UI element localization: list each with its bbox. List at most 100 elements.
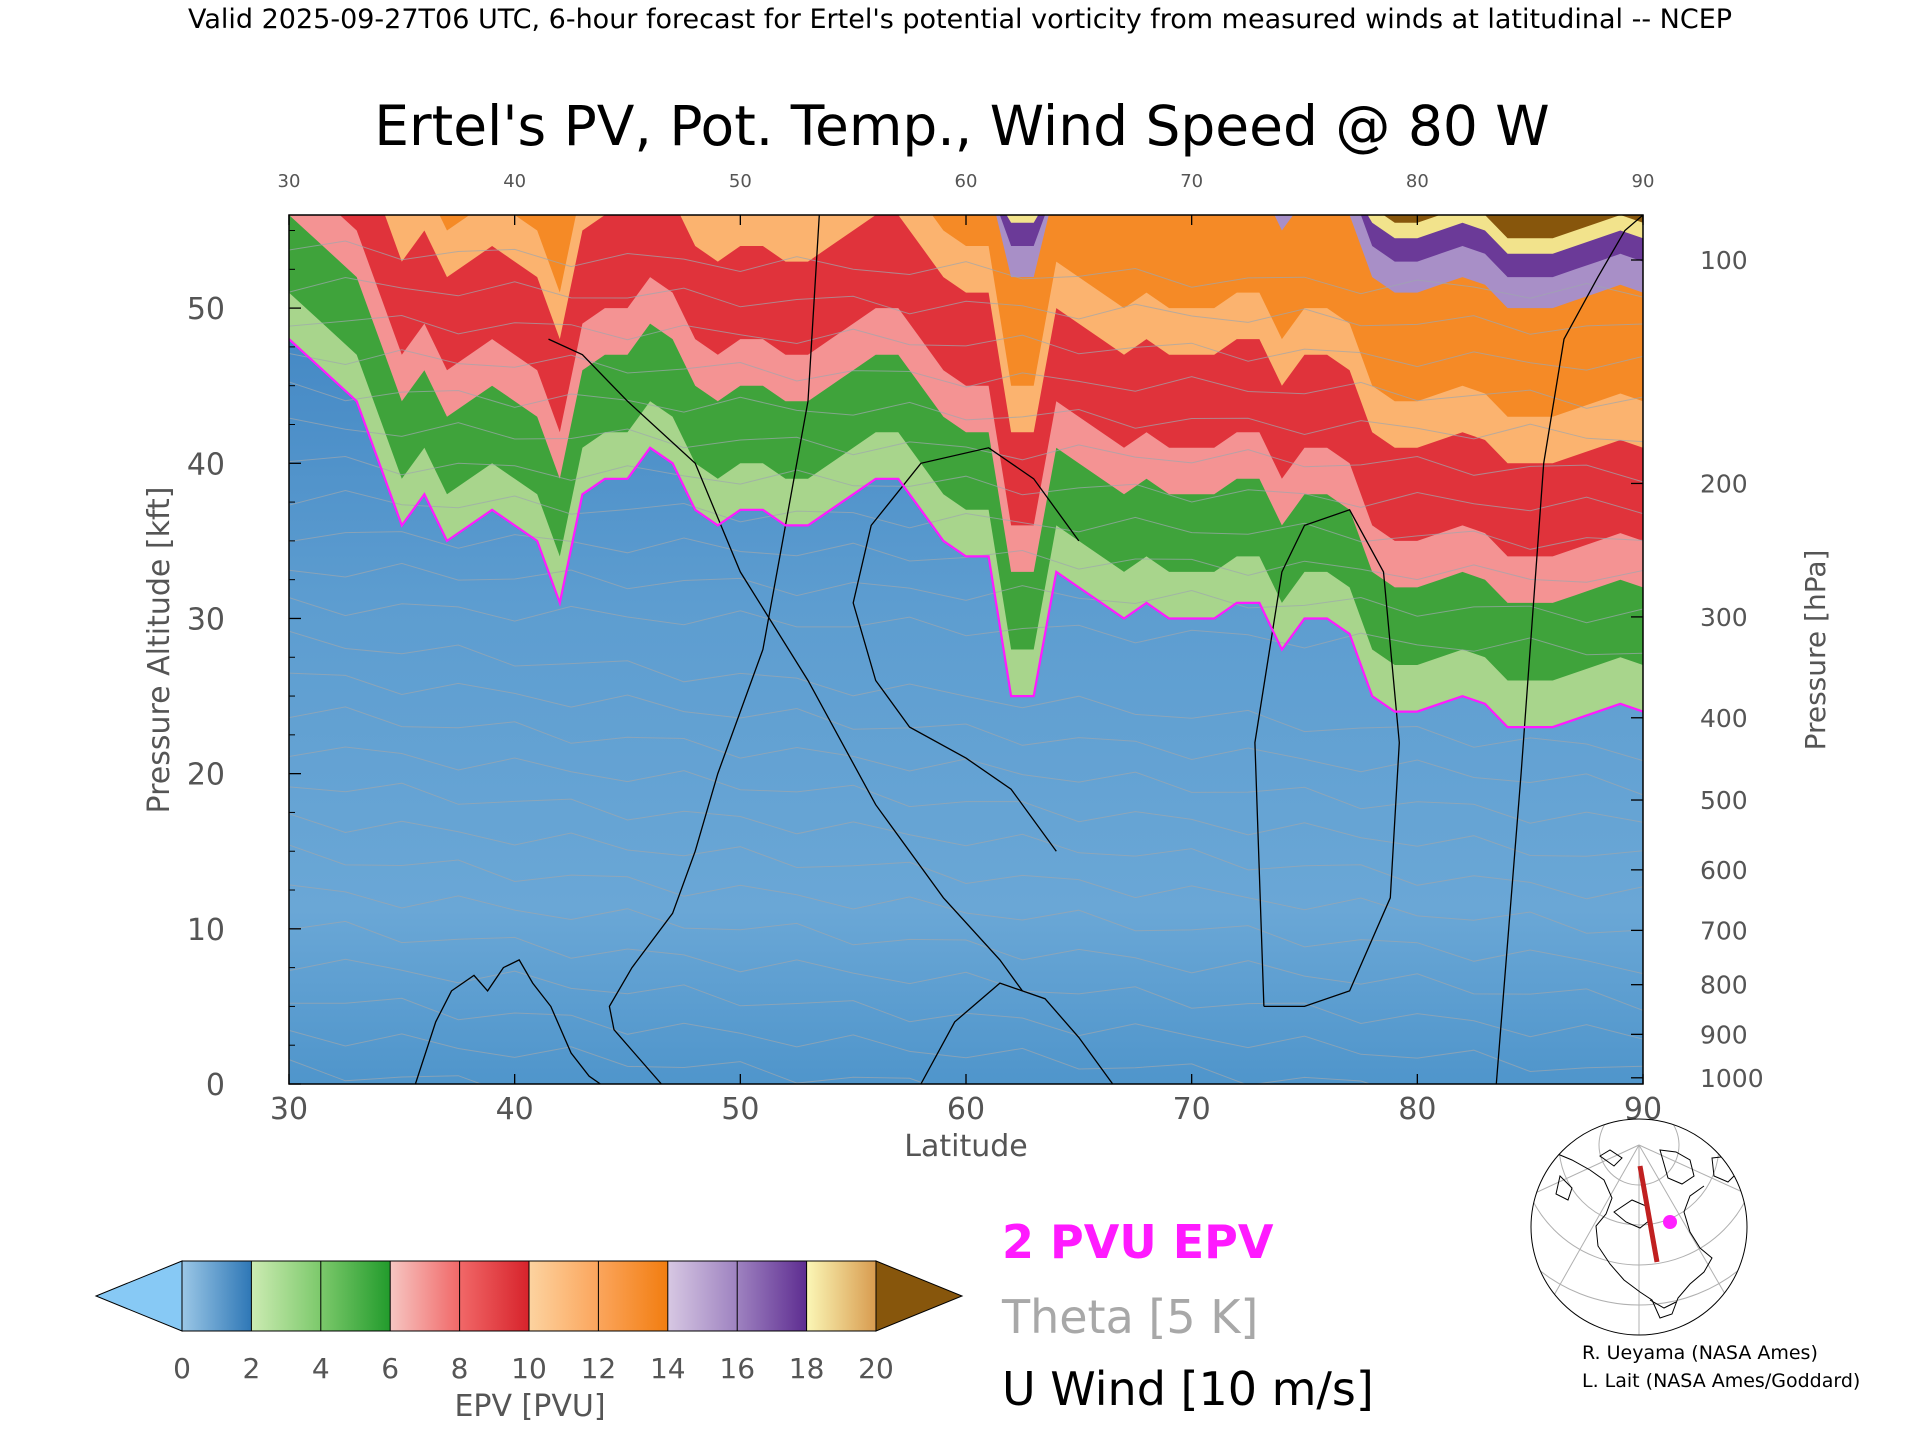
band-12-14 xyxy=(401,215,1643,417)
theta-contour xyxy=(289,920,1643,1040)
header-valid-line: Valid 2025-09-27T06 UTC, 6-hour forecast… xyxy=(188,4,1732,35)
wind-contour xyxy=(852,447,1080,852)
chart-title: Ertel's PV, Pot. Temp., Wind Speed @ 80 … xyxy=(374,94,1549,158)
y-tick-label-left: 30 xyxy=(187,602,225,637)
y-tick-label-right: 500 xyxy=(1700,786,1748,815)
colorbar-tick-label: 20 xyxy=(858,1352,894,1385)
y-tick-label-left: 10 xyxy=(187,913,225,948)
theta-contour xyxy=(289,706,1643,824)
credit-line-2: L. Lait (NASA Ames/Goddard) xyxy=(1582,1370,1860,1392)
x-tick-label-top: 50 xyxy=(729,171,752,192)
colorbar-bin xyxy=(806,1261,876,1331)
theta-contour xyxy=(289,782,1643,900)
colorbar-label: EPV [PVU] xyxy=(454,1389,605,1424)
colorbar-bin xyxy=(390,1261,460,1331)
colorbar-tick-label: 10 xyxy=(511,1352,547,1385)
y-tick-label-left: 40 xyxy=(187,447,225,482)
x-tick-label-top: 40 xyxy=(503,171,526,192)
colorbar-extend-low xyxy=(94,1260,183,1332)
wind-contour xyxy=(1495,215,1643,1084)
y-tick-label-left: 50 xyxy=(187,292,225,327)
theta-contour xyxy=(289,844,1643,975)
theta-contour xyxy=(289,958,1643,1073)
colorbar-tick-label: 16 xyxy=(719,1352,755,1385)
band-16-18 xyxy=(999,215,1643,278)
inset-map xyxy=(1530,1118,1748,1336)
colorbar-tick-label: 18 xyxy=(789,1352,825,1385)
colorbar-bin xyxy=(598,1261,668,1331)
x-axis-label: Latitude xyxy=(904,1129,1027,1164)
y-tick-label-right: 700 xyxy=(1700,916,1748,945)
y-axis-label-left: Pressure Altitude [kft] xyxy=(142,487,177,814)
pv2-contour-line xyxy=(289,338,1643,729)
location-marker xyxy=(1663,1215,1677,1229)
y-tick-label-right: 900 xyxy=(1700,1020,1748,1049)
axes: 30 40 50 60 70 80 90 30 40 50 60 70 80 900 10 20 30 40 50 1… xyxy=(187,171,1764,1127)
theta-contour xyxy=(289,884,1643,1011)
colorbar-tick-label: 0 xyxy=(173,1352,191,1385)
theta-contour xyxy=(289,381,1643,443)
colorbar-bin xyxy=(529,1261,599,1331)
theta-contour xyxy=(289,997,1372,1084)
colorbar-tick-label: 12 xyxy=(581,1352,617,1385)
theta-contour xyxy=(289,314,1643,371)
theta-contour xyxy=(289,276,1643,335)
theta-contour xyxy=(289,455,1643,515)
legend-wind: U Wind [10 m/s] xyxy=(1002,1362,1374,1416)
theta-contour xyxy=(289,597,1643,656)
colorbar-bin xyxy=(251,1261,321,1331)
colorbar-bin xyxy=(320,1261,391,1331)
theta-contour xyxy=(289,813,1643,934)
y-tick-label-right: 1000 xyxy=(1700,1064,1764,1093)
theta-contour xyxy=(289,417,1643,483)
x-tick-label: 60 xyxy=(947,1092,985,1127)
theta-contour xyxy=(289,746,1643,857)
legend-theta: Theta [5 K] xyxy=(1001,1290,1258,1344)
y-tick-label-left: 0 xyxy=(206,1068,225,1103)
credit-line-1: R. Ueyama (NASA Ames) xyxy=(1582,1342,1818,1364)
y-tick-label-right: 200 xyxy=(1700,469,1748,498)
y-tick-label-left: 20 xyxy=(187,758,225,793)
x-tick-label-top: 60 xyxy=(955,171,978,192)
wind-contour xyxy=(414,959,601,1084)
colorbar-tick-label: 6 xyxy=(381,1352,399,1385)
wind-contour xyxy=(920,982,1114,1084)
y-tick-label-right: 300 xyxy=(1700,603,1748,632)
theta-contour xyxy=(289,349,1643,409)
y-tick-label-right: 800 xyxy=(1700,971,1748,1000)
x-tick-label-top: 90 xyxy=(1632,171,1655,192)
legend-pv: 2 PVU EPV xyxy=(1002,1215,1274,1269)
band-18-20 xyxy=(1006,215,1643,254)
y-tick-label-right: 600 xyxy=(1700,856,1748,885)
colorbar-tick-label: 2 xyxy=(242,1352,260,1385)
wind-contour xyxy=(548,338,1023,992)
band-above-20 xyxy=(1383,215,1643,239)
theta-contour xyxy=(289,562,1643,624)
colorbar-bin xyxy=(182,1261,252,1331)
colorbar-tick-label: 8 xyxy=(451,1352,469,1385)
x-tick-label-top: 80 xyxy=(1406,171,1429,192)
colorbar-bin xyxy=(737,1261,807,1331)
theta-contour xyxy=(289,1029,928,1084)
y-tick-label-right: 100 xyxy=(1700,246,1748,275)
colorbar-tick-label: 14 xyxy=(650,1352,686,1385)
plot-area xyxy=(289,215,1643,1084)
x-tick-label-top: 30 xyxy=(278,171,301,192)
epv-bands xyxy=(289,215,1643,728)
x-tick-label: 80 xyxy=(1398,1092,1436,1127)
wind-contour xyxy=(608,215,820,1084)
colorbar-bin xyxy=(459,1261,529,1331)
theta-contour xyxy=(289,630,1643,762)
section-line xyxy=(1637,1165,1660,1263)
theta-contour xyxy=(289,240,1643,299)
y-axis-label-right: Pressure [hPa] xyxy=(1799,550,1832,751)
theta-contour xyxy=(289,489,1643,550)
colorbar-bin xyxy=(667,1261,738,1331)
colorbar-tick-label: 4 xyxy=(312,1352,330,1385)
theta-contours xyxy=(289,240,1643,1084)
legend: 2 PVU EPV Theta [5 K] U Wind [10 m/s] xyxy=(1001,1215,1374,1416)
x-tick-label-top: 70 xyxy=(1180,171,1203,192)
colorbar-extend-high xyxy=(875,1260,964,1332)
